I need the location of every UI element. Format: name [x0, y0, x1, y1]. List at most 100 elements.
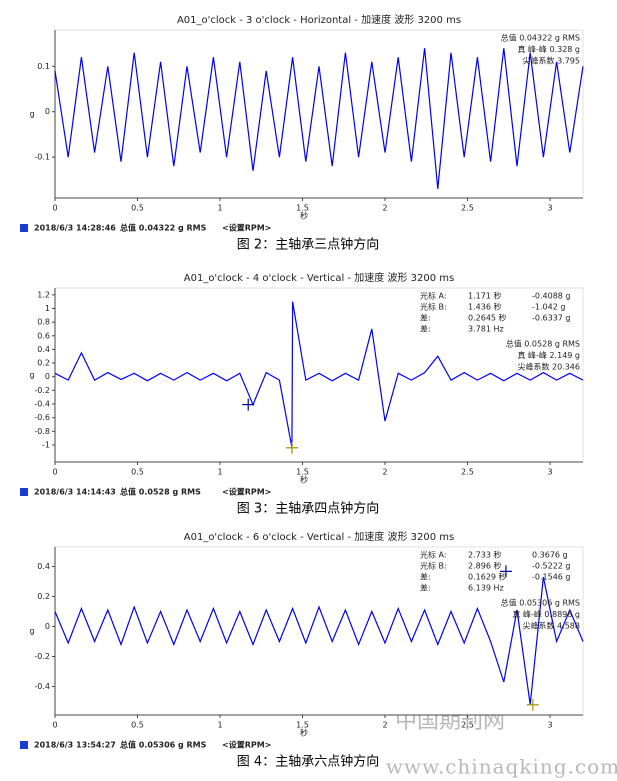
y-tick-label: 0 — [45, 622, 50, 631]
diff-value: -0.1546 g — [532, 573, 571, 582]
y-tick-label: -0.6 — [34, 413, 50, 422]
cursor-label: 光标 B: — [420, 302, 447, 312]
cursor-label: 光标 A: — [420, 550, 447, 560]
y-tick-label: 0.4 — [37, 562, 50, 571]
x-tick-label: 3 — [547, 721, 552, 730]
y-tick-label: -0.1 — [34, 153, 50, 162]
x-tick-label: 2.5 — [461, 204, 474, 213]
diff-label: 差: — [420, 324, 431, 334]
footer-rpm: <设置RPM> — [222, 223, 271, 233]
stat: 尖峰系数 3.795 — [523, 56, 580, 66]
x-axis-label: 秒 — [300, 475, 308, 485]
x-tick-label: 0 — [52, 721, 57, 730]
stat: 真 峰-峰 2.149 g — [518, 350, 581, 360]
y-axis-label: g — [29, 110, 34, 119]
x-tick-label: 0.5 — [131, 204, 144, 213]
x-tick-label: 1 — [217, 468, 222, 477]
x-tick-label: 2 — [382, 468, 387, 477]
y-tick-label: -0.4 — [34, 682, 50, 691]
x-tick-label: 1 — [217, 721, 222, 730]
y-axis-label: g — [29, 627, 34, 636]
stat: 真 峰-峰 0.328 g — [518, 44, 581, 54]
plot-area — [54, 29, 584, 199]
y-tick-label: -0.8 — [34, 427, 50, 436]
chart-title: A01_o'clock - 4 o'clock - Vertical - 加速度… — [184, 271, 454, 284]
x-axis-label: 秒 — [300, 211, 308, 221]
y-tick-label: 0.6 — [37, 331, 50, 340]
watermark-url: www.chinaqking.com — [386, 755, 617, 779]
footer-overall: 总值 0.0528 g RMS — [120, 487, 201, 497]
y-tick-label: -1 — [42, 440, 50, 449]
y-axis-label: g — [29, 371, 34, 380]
caption: 图 4：主轴承六点钟方向 — [237, 754, 379, 770]
footer-timestamp: 2018/6/3 14:14:43 — [34, 488, 116, 497]
diff-value: 0.1629 秒 — [468, 572, 507, 582]
y-tick-label: 0.4 — [37, 345, 50, 354]
stat: 尖峰系数 20.346 — [517, 362, 580, 372]
x-tick-label: 2.5 — [461, 468, 474, 477]
stat: 尖峰系数 4.588 — [523, 621, 580, 631]
cursor-y: -1.042 g — [532, 303, 565, 312]
waveform — [54, 301, 584, 448]
y-tick-label: 0.2 — [37, 359, 50, 368]
x-tick-label: 3 — [547, 468, 552, 477]
cursor-label: 光标 A: — [420, 291, 447, 301]
cursor-x: 1.436 秒 — [468, 302, 501, 312]
footer-icon — [20, 488, 28, 496]
x-tick-label: 0 — [52, 204, 57, 213]
diff-value: 3.781 Hz — [468, 325, 504, 334]
diff-value: -0.6337 g — [532, 314, 571, 323]
x-axis-label: 秒 — [300, 728, 308, 738]
x-tick-label: 2 — [382, 721, 387, 730]
y-tick-label: -0.2 — [34, 386, 50, 395]
y-tick-label: 0 — [45, 107, 50, 116]
stat: 总值 0.05306 g RMS — [501, 598, 580, 608]
x-tick-label: 2 — [382, 204, 387, 213]
x-tick-label: 0.5 — [131, 721, 144, 730]
cursor-y: -0.4088 g — [532, 292, 571, 301]
waveform — [54, 576, 584, 705]
chart-title: A01_o'clock - 3 o'clock - Horizontal - 加… — [177, 13, 461, 26]
footer-icon — [20, 741, 28, 749]
cursor-label: 光标 B: — [420, 561, 447, 571]
y-tick-label: -0.2 — [34, 652, 50, 661]
y-tick-label: 1.2 — [37, 290, 50, 299]
plot-area — [54, 287, 584, 463]
cursor-x: 1.171 秒 — [468, 291, 501, 301]
y-tick-label: -0.4 — [34, 400, 50, 409]
footer-icon — [20, 224, 28, 232]
x-tick-label: 1 — [217, 204, 222, 213]
x-tick-label: 3 — [547, 204, 552, 213]
stat: 真 峰-峰 0.8898 g — [512, 609, 580, 619]
x-tick-label: 1.5 — [296, 721, 309, 730]
cursor-y: -0.5222 g — [532, 562, 571, 571]
footer-overall: 总值 0.04322 g RMS — [120, 223, 207, 233]
footer-overall: 总值 0.05306 g RMS — [120, 740, 207, 750]
diff-label: 差: — [420, 572, 431, 582]
cursor-y: 0.3676 g — [532, 551, 568, 560]
diff-label: 差: — [420, 583, 431, 593]
footer-rpm: <设置RPM> — [222, 487, 271, 497]
x-tick-label: 1.5 — [296, 468, 309, 477]
x-tick-label: 0 — [52, 468, 57, 477]
caption: 图 2：主轴承三点钟方向 — [237, 237, 379, 253]
caption: 图 3：主轴承四点钟方向 — [237, 501, 379, 517]
y-tick-label: 0 — [45, 372, 50, 381]
x-tick-label: 0.5 — [131, 468, 144, 477]
y-tick-label: 0.8 — [37, 318, 50, 327]
y-tick-label: 0.1 — [37, 62, 50, 71]
footer-timestamp: 2018/6/3 13:54:27 — [34, 741, 116, 750]
y-tick-label: 0.2 — [37, 592, 50, 601]
x-tick-label: 2.5 — [461, 721, 474, 730]
chart-title: A01_o'clock - 6 o'clock - Vertical - 加速度… — [184, 530, 454, 543]
diff-label: 差: — [420, 313, 431, 323]
diff-value: 0.2645 秒 — [468, 313, 507, 323]
diff-value: 6.139 Hz — [468, 584, 504, 593]
stat: 总值 0.0528 g RMS — [506, 339, 580, 349]
footer-rpm: <设置RPM> — [222, 740, 271, 750]
y-tick-label: 1 — [45, 304, 50, 313]
cursor-x: 2.733 秒 — [468, 550, 501, 560]
x-tick-label: 1.5 — [296, 204, 309, 213]
footer-timestamp: 2018/6/3 14:28:46 — [34, 224, 116, 233]
